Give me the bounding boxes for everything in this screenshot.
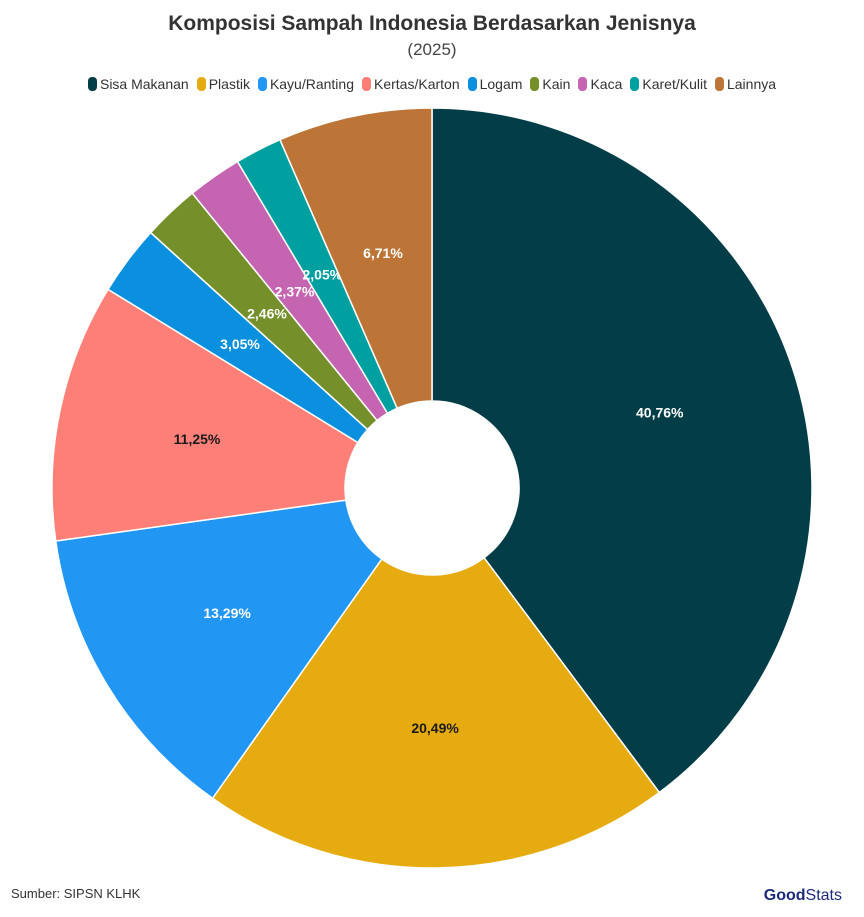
legend-label: Lainnya: [726, 76, 777, 92]
legend-swatch: [196, 77, 206, 91]
legend-item[interactable]: Plastik: [196, 76, 250, 92]
legend-item[interactable]: Kertas/Karton: [362, 76, 460, 92]
legend-item[interactable]: Lainnya: [714, 76, 777, 92]
legend-label: Kayu/Ranting: [269, 76, 354, 92]
slice-kayu-ranting[interactable]: [54, 499, 383, 800]
legend-swatch: [87, 77, 97, 91]
legend-item[interactable]: Kaca: [578, 76, 622, 92]
goodstats-logo: GoodStats: [763, 887, 842, 904]
chart-subtitle: (2025): [407, 40, 457, 59]
data-label: 2,37%: [275, 283, 315, 299]
legend-item[interactable]: Karet/Kulit: [630, 76, 707, 92]
legend-label: Logam: [479, 76, 523, 92]
legend-label: Kain: [542, 76, 571, 92]
legend-swatch: [530, 77, 540, 91]
legend-item[interactable]: Sisa Makanan: [87, 76, 189, 92]
legend-swatch: [467, 77, 477, 91]
slice-lainnya[interactable]: [278, 107, 433, 410]
legend-swatch: [630, 77, 640, 91]
data-label: 2,05%: [302, 267, 342, 283]
legend-swatch: [362, 77, 371, 91]
legend-label: Plastik: [208, 76, 250, 92]
slice-sisa-makanan[interactable]: [431, 107, 813, 794]
data-label: 13,29%: [203, 605, 251, 621]
legend-label: Kaca: [590, 76, 623, 92]
chart-title: Komposisi Sampah Indonesia Berdasarkan J…: [168, 12, 696, 35]
legend: Sisa Makanan Plastik Kayu/Ranting Kertas/Ka…: [0, 76, 864, 92]
data-label: 6,71%: [363, 245, 403, 261]
legend-item[interactable]: Kain: [530, 76, 570, 92]
source-note: Sumber: SIPSN KLHK: [11, 886, 141, 901]
data-label: 20,49%: [411, 720, 459, 736]
legend-item[interactable]: Logam: [467, 76, 523, 92]
data-label: 11,25%: [174, 431, 221, 447]
data-label: 40,76%: [636, 404, 684, 420]
legend-item[interactable]: Kayu/Ranting: [257, 76, 354, 92]
legend-label: Karet/Kulit: [642, 76, 707, 92]
slice-kertas-karton[interactable]: [51, 288, 359, 542]
data-label: 3,05%: [220, 336, 260, 352]
legend-swatch: [578, 77, 588, 91]
slice-plastik[interactable]: [211, 556, 661, 869]
legend-swatch: [714, 77, 724, 91]
legend-swatch: [257, 77, 267, 91]
legend-label: Kertas/Karton: [374, 76, 460, 92]
data-label: 2,46%: [247, 306, 287, 322]
legend-label: Sisa Makanan: [99, 76, 189, 92]
